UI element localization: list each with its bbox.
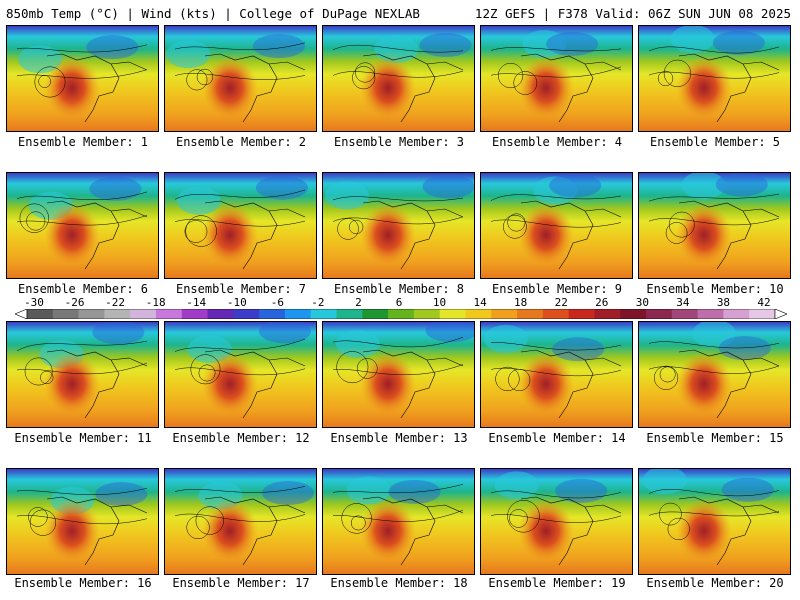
ensemble-member-label-8: Ensemble Member: 8 xyxy=(333,282,465,296)
colorbar-segment xyxy=(78,309,105,319)
ensemble-member-map-7 xyxy=(164,172,317,279)
colorbar-segment xyxy=(465,309,492,319)
colorbar-segment xyxy=(310,309,338,319)
ensemble-member-map-4 xyxy=(480,25,633,132)
colorbar-tick-label: 42 xyxy=(757,296,771,309)
colorbar-tick-label: -14 xyxy=(186,296,207,309)
colorbar-segment xyxy=(388,309,415,319)
ensemble-member-label-11: Ensemble Member: 11 xyxy=(14,431,152,445)
ensemble-member-map-6 xyxy=(6,172,159,279)
colorbar-segment xyxy=(594,309,621,319)
ensemble-member-map-12 xyxy=(164,321,317,428)
title-left: 850mb Temp (°C) | Wind (kts) | College o… xyxy=(6,6,420,21)
ensemble-member-label-2: Ensemble Member: 2 xyxy=(175,135,307,149)
colorbar-segment xyxy=(155,309,183,319)
colorbar-segment xyxy=(646,309,673,319)
colorbar-segment xyxy=(104,309,131,319)
ensemble-member-label-13: Ensemble Member: 13 xyxy=(330,431,468,445)
ensemble-member-label-5: Ensemble Member: 5 xyxy=(649,135,781,149)
ensemble-member-label-19: Ensemble Member: 19 xyxy=(488,576,626,590)
colorbar-segment xyxy=(181,309,209,319)
ensemble-member-map-8 xyxy=(322,172,475,279)
colorbar-tick-label: 34 xyxy=(676,296,690,309)
colorbar-tick-label: -22 xyxy=(105,296,126,309)
colorbar-segment xyxy=(413,309,441,319)
colorbar-tick-label: -2 xyxy=(311,296,325,309)
ensemble-member-map-20 xyxy=(638,468,791,575)
colorbar-tick-label: -26 xyxy=(64,296,85,309)
ensemble-member-label-4: Ensemble Member: 4 xyxy=(491,135,623,149)
colorbar-segment xyxy=(491,309,518,319)
ensemble-member-label-15: Ensemble Member: 15 xyxy=(646,431,784,445)
ensemble-member-map-19 xyxy=(480,468,633,575)
colorbar-tick-label: -18 xyxy=(145,296,166,309)
ensemble-member-label-17: Ensemble Member: 17 xyxy=(172,576,310,590)
colorbar-segment xyxy=(517,309,544,319)
colorbar-segment xyxy=(52,309,80,319)
ensemble-member-label-9: Ensemble Member: 9 xyxy=(491,282,623,296)
colorbar-tick-label: 10 xyxy=(432,296,447,309)
ensemble-member-map-18 xyxy=(322,468,475,575)
ensemble-member-label-1: Ensemble Member: 1 xyxy=(17,135,149,149)
ensemble-member-map-14 xyxy=(480,321,633,428)
colorbar-tick-label: 2 xyxy=(355,296,362,309)
colorbar-tick-label: -30 xyxy=(24,296,44,309)
colorbar-tick-label: 30 xyxy=(635,296,649,309)
ensemble-member-label-12: Ensemble Member: 12 xyxy=(172,431,310,445)
ensemble-member-map-5 xyxy=(638,25,791,132)
ensemble-member-label-18: Ensemble Member: 18 xyxy=(330,576,468,590)
ensemble-member-label-10: Ensemble Member: 10 xyxy=(646,282,784,296)
ensemble-member-map-16 xyxy=(6,468,159,575)
colorbar-tick-label: 22 xyxy=(554,296,568,309)
ensemble-member-map-17 xyxy=(164,468,317,575)
temperature-colorbar xyxy=(15,309,787,319)
colorbar-segment xyxy=(723,309,750,319)
colorbar-tick-label: 6 xyxy=(395,296,403,309)
colorbar-segment xyxy=(542,309,570,319)
colorbar-tick-label: 26 xyxy=(595,296,609,309)
colorbar-segment xyxy=(671,309,699,319)
colorbar-tick-label: 14 xyxy=(473,296,487,309)
colorbar-segment xyxy=(130,309,157,319)
colorbar-segment xyxy=(336,309,363,319)
colorbar-segment xyxy=(620,309,647,319)
colorbar-segment xyxy=(207,309,234,319)
colorbar-segment xyxy=(697,309,724,319)
ensemble-member-map-1 xyxy=(6,25,159,132)
ensemble-member-label-14: Ensemble Member: 14 xyxy=(488,431,626,445)
ensemble-member-map-13 xyxy=(322,321,475,428)
ensemble-member-label-6: Ensemble Member: 6 xyxy=(17,282,149,296)
ensemble-member-label-3: Ensemble Member: 3 xyxy=(333,135,465,149)
colorbar-segment xyxy=(362,309,389,319)
colorbar-segment xyxy=(284,309,312,319)
colorbar-segment xyxy=(568,309,595,319)
colorbar-segment xyxy=(259,309,286,319)
ensemble-member-label-7: Ensemble Member: 7 xyxy=(175,282,307,296)
colorbar-segment xyxy=(27,309,54,319)
title-right: 12Z GEFS | F378 Valid: 06Z SUN JUN 08 20… xyxy=(474,6,791,21)
colorbar-tick-label: 18 xyxy=(514,296,528,309)
colorbar-tick-label: -6 xyxy=(270,296,284,309)
colorbar-segment xyxy=(233,309,260,319)
ensemble-member-label-16: Ensemble Member: 16 xyxy=(14,576,152,590)
colorbar-tick-label: -10 xyxy=(226,296,247,309)
ensemble-member-map-2 xyxy=(164,25,317,132)
ensemble-member-label-20: Ensemble Member: 20 xyxy=(646,576,784,590)
colorbar-segment xyxy=(439,309,466,319)
colorbar-tick-label: 38 xyxy=(716,296,731,309)
ensemble-member-map-9 xyxy=(480,172,633,279)
ensemble-member-map-11 xyxy=(6,321,159,428)
colorbar-segment xyxy=(749,309,776,319)
ensemble-member-map-3 xyxy=(322,25,475,132)
ensemble-member-map-10 xyxy=(638,172,791,279)
colorbar-left-arrow xyxy=(15,309,28,319)
colorbar-right-arrow xyxy=(774,309,787,319)
ensemble-member-map-15 xyxy=(638,321,791,428)
